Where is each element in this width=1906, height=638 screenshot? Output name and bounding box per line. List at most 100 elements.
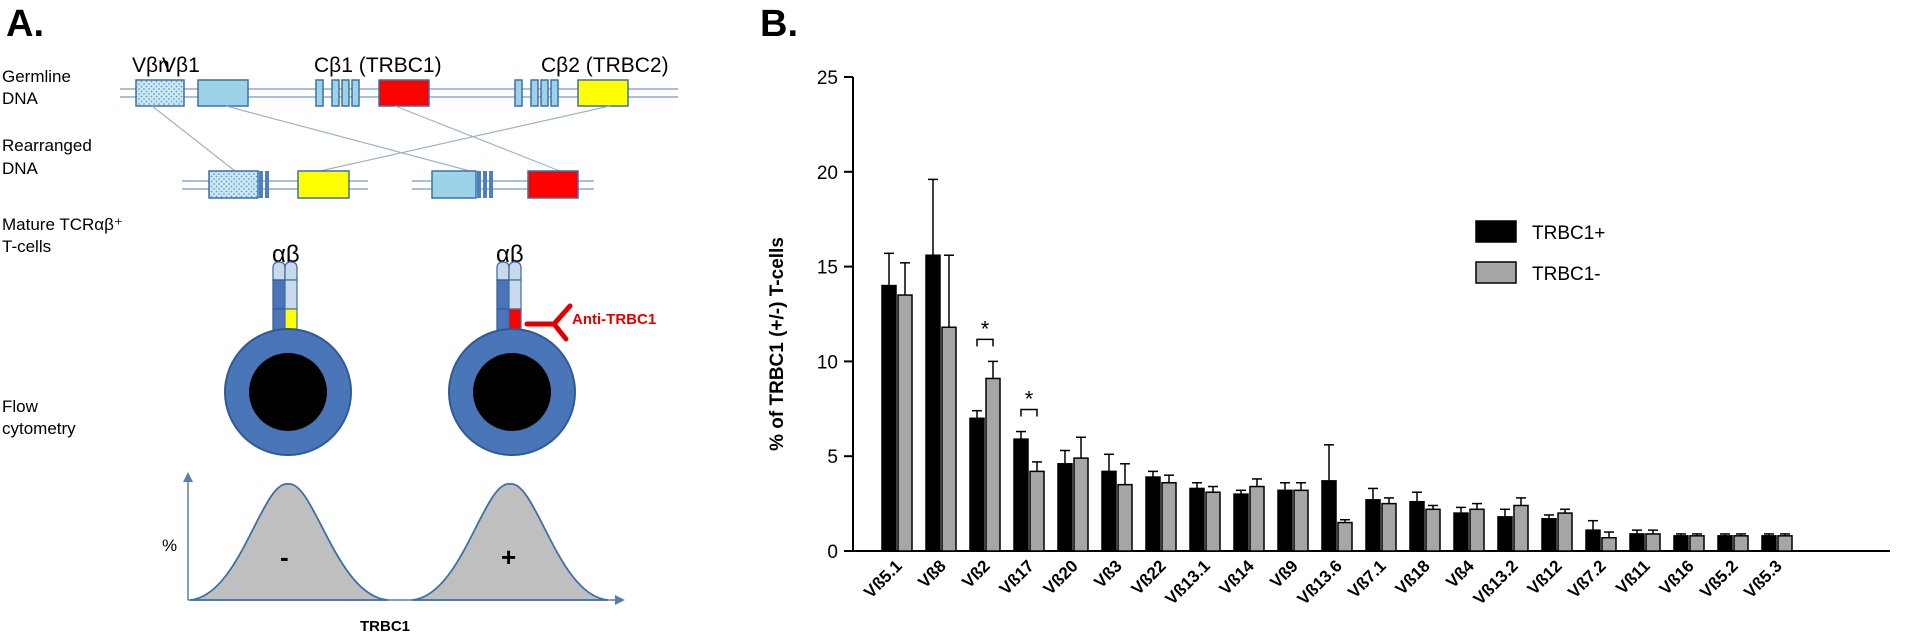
legend-swatch-trbc1-neg <box>1475 261 1517 284</box>
bar-trbc1-neg <box>1249 485 1265 552</box>
legend-label-trbc1-neg: TRBC1- <box>1532 264 1601 285</box>
bar-trbc1-pos <box>969 417 985 552</box>
bar-trbc1-pos <box>1541 518 1557 552</box>
x-category-label: Vß3 <box>1090 556 1125 591</box>
bar-trbc1-neg <box>1073 457 1089 552</box>
bar-trbc1-neg <box>1733 535 1749 552</box>
bar-trbc1-neg <box>1689 535 1705 552</box>
tcell-nucleus-left <box>249 353 327 431</box>
flow-x-axis-label: TRBC1 <box>360 618 410 635</box>
germline-trbc1-segment <box>378 79 430 107</box>
bar-trbc1-neg <box>1029 470 1045 552</box>
germline-dna <box>120 79 678 107</box>
chart-y-ticks: 0 5 10 15 20 25 <box>817 68 853 563</box>
gene-label-cb1: Cβ1 (TRBC1) <box>314 54 442 77</box>
rearranged-trbc1-segment <box>527 170 579 199</box>
y-tick-label: 25 <box>817 68 838 89</box>
bar-trbc1-neg <box>1425 508 1441 552</box>
bar-trbc1-neg <box>1161 481 1177 552</box>
bar-trbc1-pos <box>1453 512 1469 552</box>
gene-label-cb2: Cβ2 (TRBC2) <box>541 54 669 77</box>
bar-trbc1-neg <box>1205 491 1221 552</box>
x-category-label: Vß13.2 <box>1470 556 1522 608</box>
x-category-label: Vß7.2 <box>1564 556 1610 602</box>
rearranged-vb1-segment <box>431 170 477 199</box>
x-category-label: Vß12 <box>1524 556 1566 598</box>
tcell-trbc1: αβ Anti-TRBC1 <box>448 241 656 456</box>
x-category-label: Vß11 <box>1612 556 1654 598</box>
bar-trbc1-pos <box>1673 535 1689 552</box>
gene-label-vb1: Vβ1 <box>162 54 200 77</box>
chart-bars <box>881 178 1793 552</box>
bar-trbc1-neg <box>1469 508 1485 552</box>
bar-trbc1-pos <box>1013 438 1029 552</box>
significance-star: * <box>1025 387 1034 412</box>
y-tick-label: 0 <box>827 542 838 563</box>
chart-y-axis-label: % of TRBC1 (+/-) T-cells <box>767 237 788 451</box>
x-category-label: Vß8 <box>914 556 949 591</box>
bar-trbc1-neg <box>1117 483 1133 552</box>
bar-trbc1-neg <box>1293 489 1309 552</box>
rearranged-label-line2: DNA <box>2 159 39 178</box>
anti-trbc1-antibody-icon <box>524 303 573 342</box>
panel-a: A. Germline DNA Rearranged DNA Mature TC… <box>2 3 678 635</box>
chart-significance: ** <box>976 316 1038 417</box>
bar-trbc1-pos <box>1585 529 1601 552</box>
bar-trbc1-pos <box>1277 489 1293 552</box>
flow-y-axis-label: % <box>162 536 177 555</box>
bar-trbc1-neg <box>985 377 1001 552</box>
bar-trbc1-pos <box>881 284 897 552</box>
x-category-label: Vß5.2 <box>1696 556 1742 602</box>
y-tick-label: 20 <box>817 163 838 184</box>
x-category-label: Vß4 <box>1442 556 1478 592</box>
y-tick-label: 5 <box>827 447 838 468</box>
bar-trbc1-pos <box>1629 533 1645 552</box>
bar-trbc1-neg <box>1337 521 1353 552</box>
germline-vb1-segment <box>197 79 249 107</box>
bar-trbc1-pos <box>1409 500 1425 552</box>
bar-trbc1-pos <box>1761 535 1777 552</box>
x-category-label: Vß14 <box>1216 556 1259 599</box>
trbc1-positive-peak <box>411 483 609 601</box>
rearranged-dna <box>182 170 594 199</box>
bar-trbc1-pos <box>1321 480 1337 552</box>
mature-label-line1: Mature TCRαβ⁺ <box>2 215 123 234</box>
x-category-label: Vß2 <box>958 556 993 591</box>
rearranged-trbc2-segment <box>297 170 350 199</box>
flow-label-line1: Flow <box>2 397 39 416</box>
flow-cytometry-plot: % TRBC1 - + <box>162 472 625 635</box>
tcell-trbc2: αβ <box>224 241 352 456</box>
rearranged-vbn-segment <box>208 170 259 199</box>
tcell-nucleus-right <box>473 353 551 431</box>
mature-label-line2: T-cells <box>2 237 51 256</box>
germline-label-line2: DNA <box>2 89 39 108</box>
bar-trbc1-neg <box>1601 536 1617 552</box>
germline-vbn-segment <box>135 79 185 107</box>
chart-legend: TRBC1+ TRBC1- <box>1475 220 1605 285</box>
bar-trbc1-pos <box>1145 476 1161 552</box>
panel-a-letter: A. <box>6 3 44 45</box>
significance-star: * <box>981 316 990 341</box>
bar-trbc1-pos <box>1365 499 1381 552</box>
bar-trbc1-pos <box>1717 535 1733 552</box>
bar-trbc1-neg <box>897 294 913 552</box>
bar-trbc1-pos <box>1497 516 1513 552</box>
bar-trbc1-neg <box>1777 535 1793 552</box>
significance-bracket <box>976 338 994 347</box>
significance-bracket <box>1020 408 1038 417</box>
negative-population-symbol: - <box>280 542 289 572</box>
x-category-label: Vß20 <box>1040 556 1082 598</box>
bar-trbc1-neg <box>1557 512 1573 552</box>
x-category-label: Vß7.1 <box>1344 556 1390 602</box>
x-category-label: Vß9 <box>1266 556 1301 591</box>
x-category-label: Vß5.3 <box>1740 556 1786 602</box>
bar-trbc1-neg <box>1381 502 1397 552</box>
bar-trbc1-pos <box>1057 463 1073 552</box>
bar-trbc1-neg <box>1645 533 1661 552</box>
rearranged-label-line1: Rearranged <box>2 136 92 155</box>
panel-b-letter: B. <box>760 3 798 45</box>
germline-trbc2-segment <box>577 79 629 107</box>
bar-trbc1-pos <box>1233 493 1249 552</box>
